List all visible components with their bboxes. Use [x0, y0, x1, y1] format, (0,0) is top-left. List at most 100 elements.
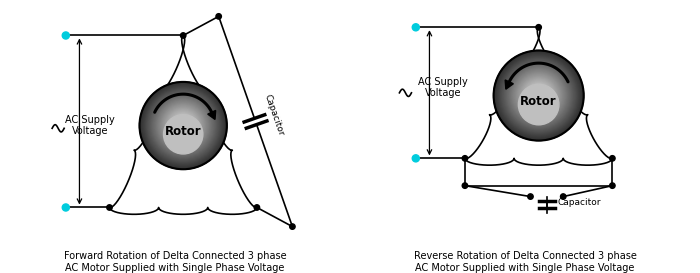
Circle shape [152, 94, 215, 157]
Circle shape [531, 88, 546, 103]
Circle shape [146, 88, 220, 163]
Circle shape [174, 117, 192, 134]
Circle shape [533, 90, 544, 101]
Circle shape [499, 56, 578, 135]
Circle shape [161, 104, 205, 147]
Circle shape [528, 85, 550, 106]
Circle shape [141, 83, 226, 168]
Circle shape [506, 63, 571, 128]
Circle shape [167, 109, 200, 142]
Circle shape [521, 78, 556, 114]
Circle shape [527, 84, 550, 107]
Circle shape [160, 103, 206, 148]
Circle shape [149, 91, 217, 160]
Circle shape [162, 105, 204, 147]
Circle shape [156, 99, 210, 153]
Circle shape [143, 85, 223, 166]
Circle shape [181, 124, 185, 127]
Circle shape [522, 78, 556, 113]
Circle shape [155, 98, 211, 153]
Circle shape [610, 183, 615, 188]
Circle shape [507, 64, 570, 127]
Circle shape [144, 86, 223, 165]
Circle shape [172, 114, 195, 137]
Circle shape [537, 94, 540, 97]
Circle shape [496, 52, 582, 139]
Circle shape [505, 61, 573, 130]
Circle shape [503, 60, 574, 131]
Circle shape [182, 125, 184, 126]
Circle shape [519, 84, 559, 125]
Circle shape [534, 91, 543, 100]
Circle shape [106, 205, 112, 210]
Circle shape [513, 70, 564, 121]
Circle shape [519, 77, 558, 114]
Polygon shape [208, 111, 216, 119]
Circle shape [175, 118, 191, 133]
Circle shape [159, 101, 208, 150]
Circle shape [536, 25, 541, 30]
Circle shape [526, 83, 552, 108]
Circle shape [515, 72, 562, 119]
Circle shape [62, 32, 69, 39]
Circle shape [155, 97, 212, 155]
Circle shape [516, 73, 561, 118]
Text: Capacitor: Capacitor [558, 198, 601, 206]
Text: Rotor: Rotor [165, 124, 202, 138]
Circle shape [290, 224, 295, 229]
Circle shape [531, 87, 547, 104]
Circle shape [62, 204, 69, 211]
Circle shape [168, 111, 198, 140]
Circle shape [524, 80, 554, 111]
Circle shape [178, 121, 188, 130]
Circle shape [509, 66, 568, 125]
Circle shape [412, 24, 419, 31]
Circle shape [164, 115, 203, 154]
Circle shape [146, 89, 220, 162]
Circle shape [519, 76, 559, 115]
Circle shape [139, 82, 227, 169]
Circle shape [525, 82, 552, 109]
Text: Rotor: Rotor [520, 94, 557, 108]
Circle shape [494, 51, 583, 140]
Circle shape [412, 155, 419, 162]
Circle shape [512, 69, 565, 122]
Circle shape [158, 100, 209, 151]
Circle shape [530, 87, 547, 105]
Polygon shape [505, 80, 513, 89]
Circle shape [497, 54, 580, 137]
Text: AC Supply
Voltage: AC Supply Voltage [66, 115, 116, 136]
Circle shape [538, 95, 540, 96]
Circle shape [502, 59, 575, 132]
Circle shape [610, 156, 615, 161]
Circle shape [177, 120, 189, 132]
Circle shape [494, 51, 584, 141]
Circle shape [532, 89, 545, 102]
Circle shape [167, 110, 199, 141]
Circle shape [141, 84, 225, 168]
Circle shape [496, 53, 581, 138]
Circle shape [524, 81, 553, 110]
Circle shape [508, 65, 569, 126]
Circle shape [561, 194, 566, 199]
Circle shape [142, 85, 224, 167]
Circle shape [150, 92, 216, 159]
Circle shape [157, 99, 209, 152]
Circle shape [517, 74, 560, 117]
Circle shape [153, 95, 214, 156]
Circle shape [500, 57, 578, 134]
Circle shape [145, 87, 222, 164]
Circle shape [164, 107, 202, 144]
Circle shape [166, 108, 201, 143]
Circle shape [176, 118, 190, 133]
Circle shape [510, 67, 568, 124]
Circle shape [181, 123, 186, 128]
Circle shape [512, 69, 566, 123]
Circle shape [173, 115, 194, 136]
Circle shape [503, 60, 575, 132]
Circle shape [170, 112, 196, 139]
Circle shape [514, 71, 563, 120]
Circle shape [181, 33, 186, 38]
Circle shape [171, 113, 195, 138]
Circle shape [462, 156, 468, 161]
